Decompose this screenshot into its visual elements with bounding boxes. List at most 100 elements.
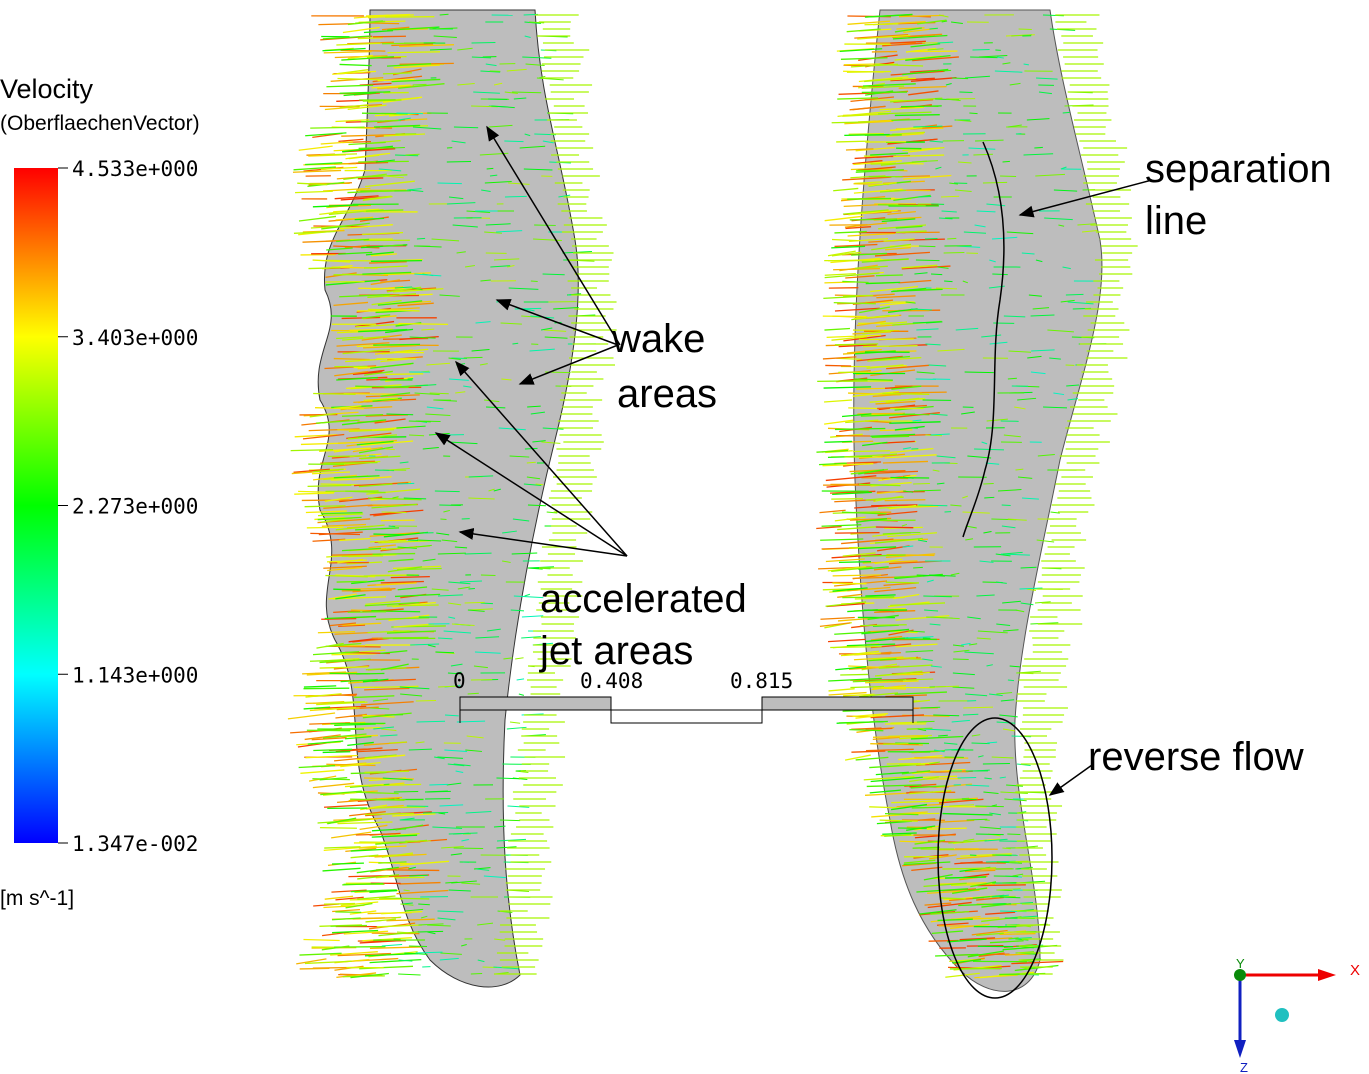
colorbar-label: 3.403e+000	[72, 326, 198, 350]
vector	[299, 216, 336, 221]
legend-subtitle: (OberflaechenVector)	[0, 112, 200, 135]
arrow	[1050, 765, 1092, 795]
vector	[371, 261, 422, 262]
vector	[392, 147, 405, 148]
vector	[417, 238, 425, 239]
vector	[295, 191, 333, 192]
vector	[895, 639, 937, 640]
vector	[330, 926, 366, 927]
vector	[515, 658, 523, 659]
vector	[947, 238, 956, 239]
vector	[300, 968, 330, 969]
vector	[364, 575, 414, 576]
vector	[919, 246, 935, 247]
vector	[972, 743, 990, 744]
vector	[887, 764, 921, 765]
vector	[517, 679, 524, 680]
vector	[824, 441, 852, 442]
vector	[465, 602, 485, 603]
vector	[396, 113, 423, 114]
vector	[824, 328, 850, 330]
vector	[842, 597, 894, 598]
vector	[416, 700, 436, 701]
vector	[385, 374, 423, 375]
vector	[320, 828, 357, 829]
vector	[423, 812, 448, 813]
vector	[340, 64, 372, 65]
vector	[918, 196, 931, 197]
scale-bar	[460, 697, 913, 723]
vector	[335, 912, 361, 913]
vector	[1008, 680, 1014, 681]
vector	[341, 50, 386, 51]
vector	[829, 689, 855, 691]
vector	[876, 275, 903, 276]
annotation: jet areas	[539, 629, 693, 673]
vector	[373, 36, 406, 37]
vector	[399, 324, 448, 325]
vector	[819, 510, 845, 512]
vector	[929, 28, 937, 29]
vector	[303, 939, 339, 940]
vector	[823, 297, 856, 299]
vector	[882, 394, 929, 395]
vector	[348, 612, 386, 613]
vector	[385, 449, 395, 450]
annotation: wake	[611, 317, 705, 361]
vector	[435, 491, 460, 492]
colorbar-label: 4.533e+000	[72, 157, 198, 181]
vector	[835, 533, 880, 534]
figure: Velocity (OberflaechenVector) 4.533e+000…	[0, 0, 1369, 1074]
vector	[965, 372, 994, 373]
vector	[817, 381, 867, 382]
colorbar: Velocity (OberflaechenVector) 4.533e+000…	[0, 74, 200, 910]
vector	[973, 154, 993, 155]
vector	[454, 127, 478, 128]
vector	[883, 743, 908, 744]
vector	[844, 134, 889, 135]
vector	[1007, 834, 1020, 835]
vector	[323, 868, 361, 871]
colorbar-label: 2.273e+000	[72, 495, 198, 519]
vector	[359, 148, 395, 149]
vector	[382, 944, 402, 946]
vector	[324, 52, 372, 53]
vector	[300, 770, 344, 773]
colorbar-label: 1.143e+000	[72, 663, 198, 687]
vector	[853, 451, 890, 452]
vector	[381, 520, 415, 521]
vector	[840, 674, 868, 675]
vector	[429, 784, 448, 785]
vector	[510, 722, 520, 723]
vector	[324, 904, 355, 905]
vector	[886, 582, 919, 583]
vector	[307, 527, 344, 528]
vector	[1003, 161, 1010, 162]
vector	[850, 219, 897, 220]
legend-title: Velocity	[0, 74, 94, 104]
vector	[1034, 147, 1043, 148]
vector	[891, 119, 920, 120]
vector	[333, 589, 360, 590]
annotation: accelerated	[540, 577, 747, 621]
vector	[944, 281, 952, 282]
vector	[358, 38, 383, 39]
vector	[944, 252, 965, 253]
annotation: reverse flow	[1088, 735, 1304, 779]
vector	[350, 239, 393, 240]
vector	[866, 728, 893, 729]
vector	[983, 182, 1007, 183]
vector	[427, 791, 451, 792]
vector	[860, 625, 906, 626]
vector	[992, 274, 1007, 275]
axis-triad	[1234, 969, 1336, 1058]
vector	[342, 590, 392, 591]
vector	[1066, 294, 1084, 295]
vector	[984, 497, 994, 498]
vector	[288, 713, 335, 719]
vector	[913, 483, 930, 484]
vector	[337, 581, 368, 582]
vector	[847, 72, 891, 73]
z-head	[1234, 1040, 1246, 1058]
scale-label: 0.408	[580, 669, 643, 693]
